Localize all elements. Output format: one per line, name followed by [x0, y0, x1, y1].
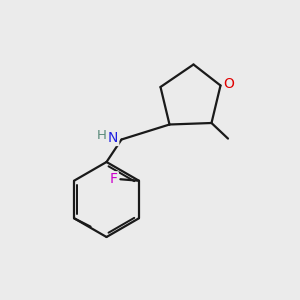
- Text: O: O: [224, 77, 234, 91]
- Text: F: F: [110, 172, 118, 186]
- Text: N: N: [108, 131, 118, 145]
- Text: H: H: [97, 129, 107, 142]
